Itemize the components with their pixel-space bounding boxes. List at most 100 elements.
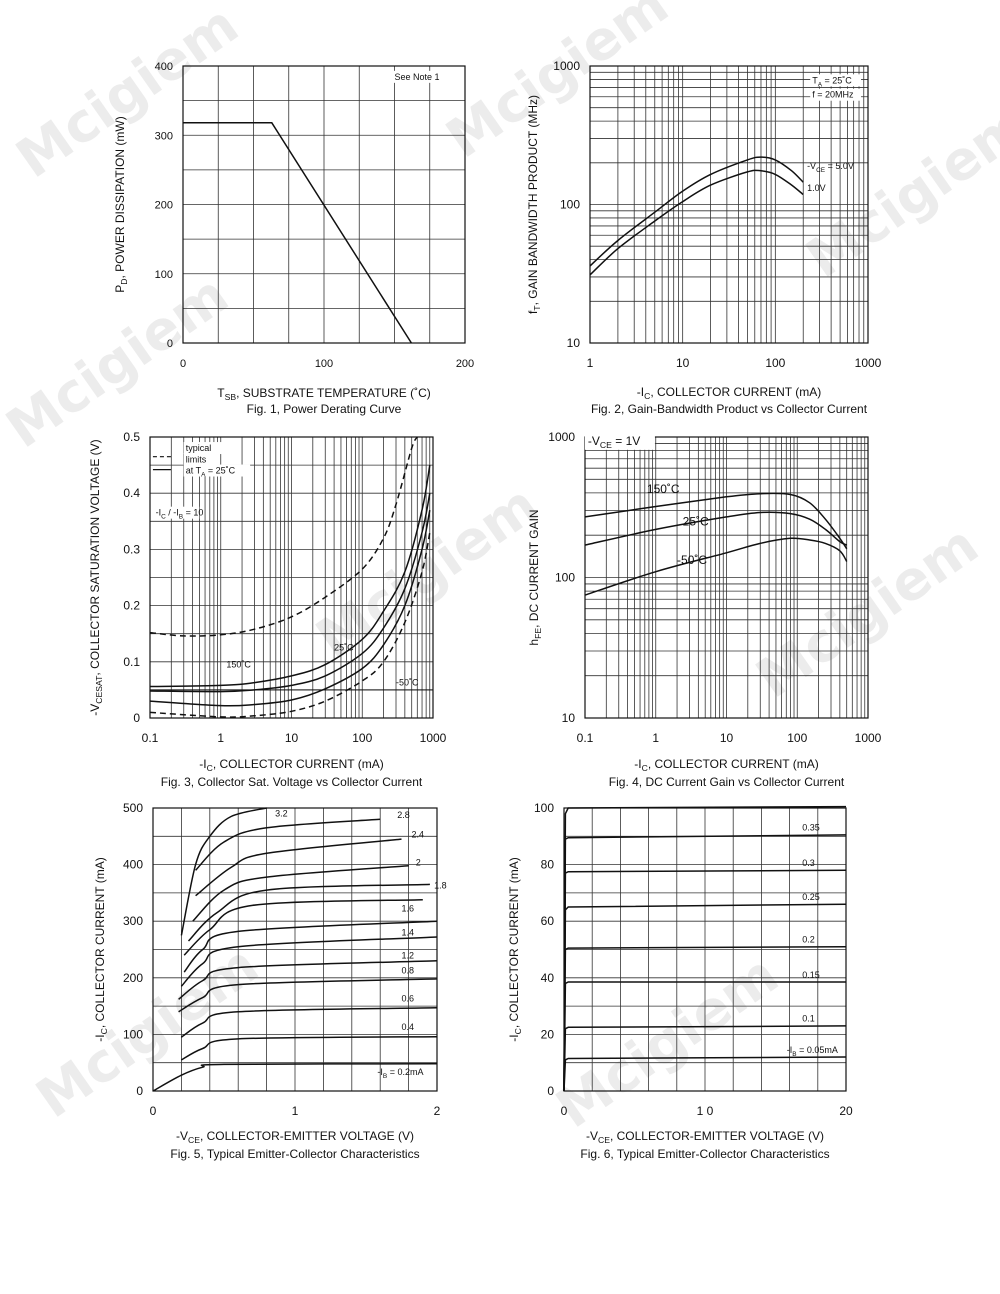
series-label: 25˚C: [334, 643, 354, 653]
note-box: [183, 464, 251, 477]
y-tick-label: 200: [123, 971, 143, 985]
series-label: -IB = 0.05mA: [787, 1045, 838, 1058]
x-tick-label: 200: [456, 358, 474, 370]
x-axis-label: -VCE, COLLECTOR-EMITTER VOLTAGE (V): [176, 1129, 414, 1145]
series-group: -VCE = 5.0V 1.0V: [589, 156, 854, 276]
plot-frame: [152, 807, 438, 1092]
note-box: [810, 74, 862, 87]
series-line: [192, 864, 409, 922]
y-tick-label: 200: [155, 200, 173, 212]
x-tick-label: 2: [434, 1104, 441, 1118]
y-tick-label: 0.2: [123, 599, 140, 613]
x-tick-label: 20: [839, 1104, 853, 1118]
series-label: 2: [416, 858, 421, 868]
y-tick-label: 1000: [553, 59, 580, 73]
chart-annotation: TA = 25˚C: [812, 75, 852, 88]
series-label: 0.3: [802, 858, 815, 868]
series-label: 0.2: [802, 934, 815, 944]
grid: [584, 436, 869, 719]
x-tick-label: 10: [285, 731, 299, 745]
series-line: [589, 169, 804, 276]
series-label: 0.25: [802, 892, 820, 902]
figure-caption: Fig. 2, Gain-Bandwidth Product vs Collec…: [591, 402, 868, 416]
x-tick-label: 10: [720, 731, 734, 745]
figure-caption: Fig. 1, Power Derating Curve: [247, 402, 402, 416]
y-tick-label: 100: [534, 801, 554, 815]
y-tick-label: 60: [541, 914, 555, 928]
x-tick-label: 0.1: [142, 731, 159, 745]
series-label: 150˚C: [226, 659, 251, 669]
series-line: [180, 936, 438, 987]
series-label: 2.8: [397, 810, 410, 820]
series-line: [149, 436, 418, 637]
series-line: [183, 920, 438, 973]
y-tick-label: 300: [155, 130, 173, 142]
y-tick-label: 80: [541, 858, 555, 872]
y-tick-label: 0.4: [123, 486, 140, 500]
plot-frame: [149, 436, 434, 719]
x-tick-label: 0.1: [577, 731, 594, 745]
chart-annotation: limits: [186, 454, 207, 464]
y-tick-label: 300: [123, 914, 143, 928]
series-line: [183, 898, 423, 956]
y-tick-label: 0.5: [123, 430, 140, 444]
chart-fig2: 1 10 100 1000 10 100 1000 -IC, COLLECTOR CURREN…: [526, 59, 882, 416]
y-tick-label: 40: [541, 971, 555, 985]
chart-annotation: -IC / -IB = 10: [156, 508, 204, 521]
series-line: [181, 1035, 438, 1061]
x-tick-label: 0: [150, 1104, 157, 1118]
series-label: 0.4: [402, 1022, 415, 1032]
y-tick-label: 100: [560, 198, 580, 212]
figure-caption: Fig. 5, Typical Emitter-Collector Charac…: [170, 1147, 419, 1161]
series-line: [563, 805, 847, 1092]
chart-annotation: -VCE = 1V: [588, 434, 640, 450]
plot-frame: [584, 436, 869, 719]
y-tick-label: 0: [167, 338, 173, 350]
series-label: 1.2: [402, 951, 415, 961]
series-label: 1.6: [402, 904, 415, 914]
x-axis-label: -VCE, COLLECTOR-EMITTER VOLTAGE (V): [586, 1129, 824, 1145]
series-line: [178, 960, 438, 1000]
chart-fig5: 0 1 2 0 100 200 300 400 500 -VCE, COLLECTOR-EMITT…: [93, 801, 447, 1161]
x-tick-label: 1000: [855, 356, 882, 370]
series-label: 0.8: [402, 965, 415, 975]
chart-annotation: See Note 1: [395, 72, 440, 82]
series-line: [180, 1007, 438, 1038]
y-tick-label: 10: [562, 711, 576, 725]
series-label: 0.1: [802, 1014, 815, 1024]
series-group: 25˚C 150˚C -50˚C: [149, 436, 431, 718]
x-tick-label: 1: [652, 731, 659, 745]
figure-caption: Fig. 3, Collector Sat. Voltage vs Collec…: [161, 775, 423, 789]
y-tick-label: 10: [567, 336, 581, 350]
x-axis-label: -IC, COLLECTOR CURRENT (mA): [634, 757, 818, 773]
series-label: 150˚C: [647, 482, 680, 496]
series-line: [178, 978, 438, 1013]
x-tick-label: 1 0: [697, 1104, 714, 1118]
series-line: [187, 883, 430, 942]
x-tick-label: 100: [352, 731, 372, 745]
series-label: -50˚C: [396, 677, 419, 687]
x-axis-label: TSB, SUBSTRATE TEMPERATURE (˚C): [217, 386, 431, 402]
y-tick-label: 100: [155, 269, 173, 281]
x-tick-label: 0: [561, 1104, 568, 1118]
y-tick-label: 0: [136, 1084, 143, 1098]
grid: [152, 807, 438, 1092]
series-line: [180, 807, 267, 936]
y-axis-label: -IC, COLLECTOR CURRENT (mA): [507, 857, 523, 1041]
chart-fig1: 0 100 200 0 100 200 300 400 TSB, SUBSTRATE TEMPE…: [113, 61, 474, 416]
x-tick-label: 100: [315, 358, 333, 370]
x-axis-label: -IC, COLLECTOR CURRENT (mA): [199, 757, 383, 773]
y-tick-label: 100: [555, 571, 575, 585]
note-box: [584, 431, 655, 450]
y-axis-label: hFE, DC CURRENT GAIN: [527, 509, 543, 645]
series-label: 25˚C: [683, 514, 709, 528]
series-label: 0.6: [402, 994, 415, 1004]
x-tick-label: 100: [765, 356, 785, 370]
series-line: [149, 493, 431, 693]
series-label: 0.35: [802, 823, 820, 833]
series-label: 2.4: [411, 829, 424, 839]
x-tick-label: 10: [676, 356, 690, 370]
y-tick-label: 1000: [548, 430, 575, 444]
x-tick-label: 1: [217, 731, 224, 745]
